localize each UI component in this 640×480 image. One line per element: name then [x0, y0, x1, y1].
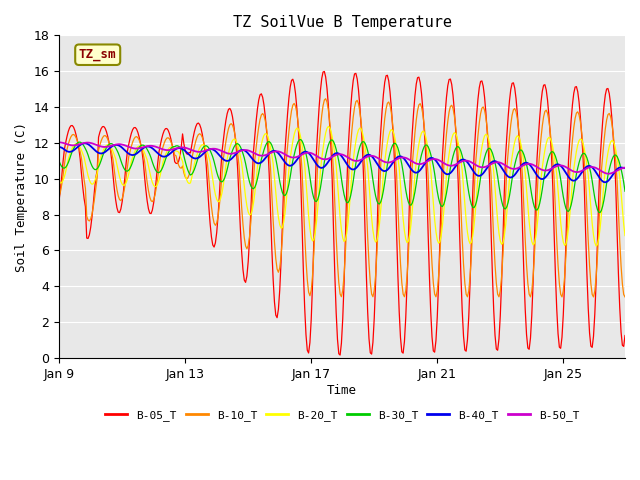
Line: B-05_T: B-05_T — [59, 72, 625, 355]
B-40_T — [55, 144, 63, 150]
B-10_T — [575, 112, 583, 118]
B-05_T — [99, 124, 106, 130]
X-axis label: Time: Time — [327, 384, 357, 396]
B-30_T — [621, 188, 629, 194]
B-50_T — [448, 163, 456, 168]
B-10_T — [99, 135, 106, 141]
B-40_T — [575, 173, 583, 179]
Text: TZ_sm: TZ_sm — [79, 48, 116, 61]
B-30_T — [493, 166, 500, 172]
B-05_T — [321, 69, 328, 74]
B-50_T — [503, 163, 511, 169]
B-50_T — [574, 169, 582, 175]
B-40_T — [493, 159, 500, 165]
B-05_T — [577, 114, 584, 120]
Line: B-20_T: B-20_T — [59, 127, 625, 246]
B-50_T — [383, 160, 391, 166]
B-10_T — [449, 106, 457, 111]
B-30_T — [55, 158, 63, 164]
B-10_T — [493, 280, 500, 286]
B-05_T — [336, 352, 344, 358]
B-10_T — [621, 294, 629, 300]
B-40_T — [80, 141, 88, 146]
B-50_T — [604, 171, 612, 177]
B-30_T — [575, 160, 583, 166]
B-30_T — [504, 199, 512, 205]
B-20_T — [99, 149, 106, 155]
B-50_T — [55, 140, 63, 145]
B-30_T — [297, 137, 305, 143]
Legend: B-05_T, B-10_T, B-20_T, B-30_T, B-40_T, B-50_T: B-05_T, B-10_T, B-20_T, B-30_T, B-40_T, … — [100, 406, 584, 425]
B-40_T — [621, 165, 629, 171]
Line: B-30_T: B-30_T — [59, 140, 625, 213]
B-20_T — [504, 193, 512, 199]
B-10_T — [504, 149, 512, 155]
Line: B-50_T: B-50_T — [59, 143, 625, 174]
B-40_T — [602, 180, 609, 185]
B-40_T — [504, 174, 512, 180]
B-30_T — [596, 210, 604, 216]
B-05_T — [451, 108, 458, 113]
B-40_T — [449, 167, 457, 173]
B-05_T — [506, 98, 513, 104]
B-30_T — [99, 154, 106, 159]
B-05_T — [494, 348, 502, 353]
Title: TZ SoilVue B Temperature: TZ SoilVue B Temperature — [232, 15, 452, 30]
B-40_T — [385, 166, 392, 171]
Line: B-10_T: B-10_T — [59, 99, 625, 297]
B-50_T — [621, 165, 629, 170]
B-10_T — [322, 96, 330, 102]
Line: B-40_T: B-40_T — [59, 144, 625, 182]
B-05_T — [621, 333, 629, 338]
B-50_T — [99, 144, 106, 150]
B-40_T — [100, 150, 108, 156]
B-20_T — [493, 203, 500, 209]
B-20_T — [55, 179, 63, 185]
B-30_T — [449, 154, 457, 159]
B-10_T — [385, 99, 392, 105]
B-20_T — [621, 233, 629, 239]
B-50_T — [491, 160, 499, 166]
Y-axis label: Soil Temperature (C): Soil Temperature (C) — [15, 121, 28, 272]
B-10_T — [55, 193, 63, 199]
B-20_T — [575, 138, 583, 144]
B-20_T — [385, 133, 392, 139]
B-20_T — [449, 132, 457, 137]
B-20_T — [324, 124, 332, 130]
B-30_T — [385, 156, 392, 162]
B-05_T — [386, 89, 394, 95]
B-20_T — [592, 243, 600, 249]
B-05_T — [55, 197, 63, 203]
